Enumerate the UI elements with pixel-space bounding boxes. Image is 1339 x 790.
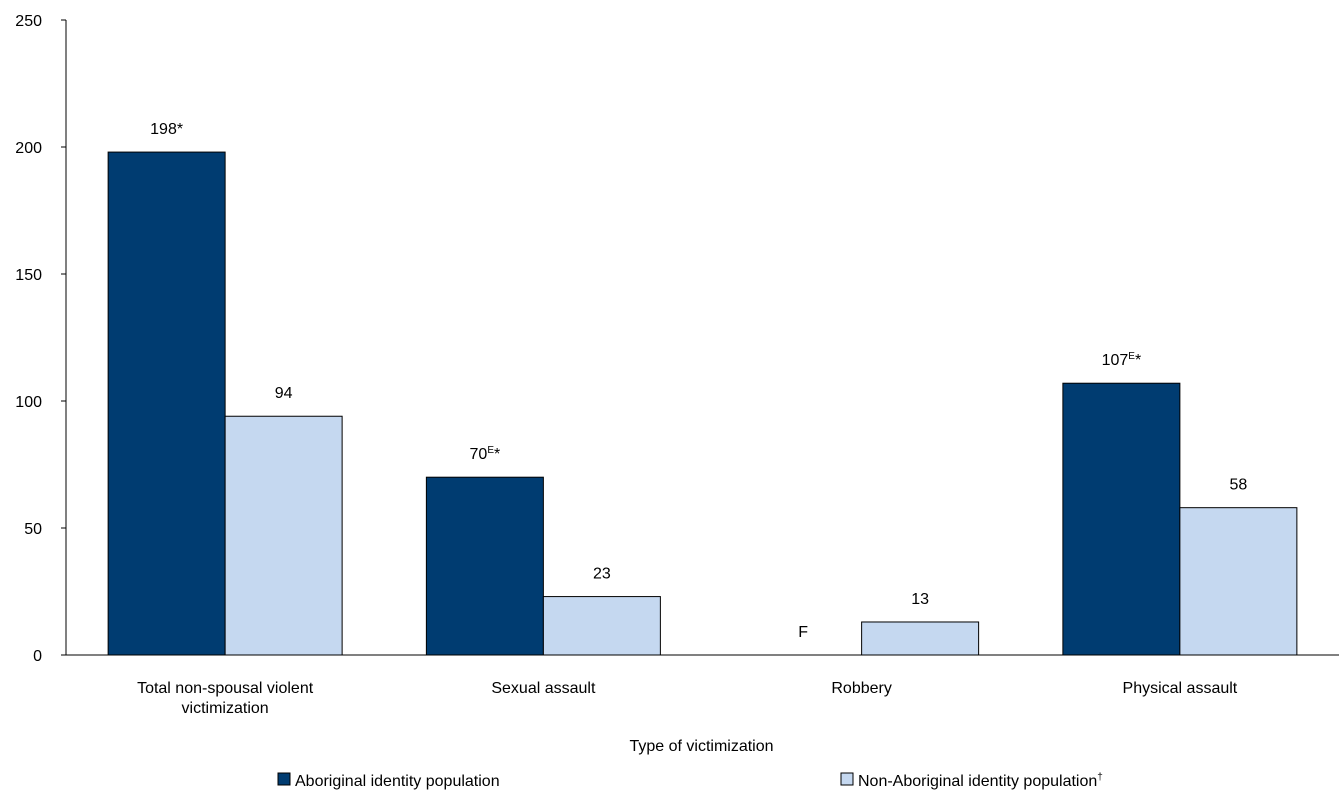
data-label: 107E* [1102, 351, 1142, 369]
x-axis: Total non-spousal violent victimization Se… [66, 654, 1339, 717]
bar-aboriginal [425, 476, 544, 656]
plot-area: 198* 94 70E* 23 F 13 107E* 58 [107, 121, 1298, 656]
x-tick-label: Robbery [831, 680, 891, 697]
data-label: F [798, 624, 808, 641]
legend-label: Aboriginal identity population [295, 773, 500, 790]
bar-non-aboriginal [1179, 507, 1298, 656]
x-tick-label: Total non-spousal violent victimization [137, 680, 314, 717]
y-tick-label: 250 [15, 13, 42, 30]
data-label: 23 [593, 566, 611, 583]
bar-aboriginal [107, 151, 226, 656]
bar-non-aboriginal [861, 621, 980, 656]
data-label: 58 [1229, 477, 1247, 494]
bar-non-aboriginal [224, 415, 343, 656]
data-label: 13 [911, 591, 929, 608]
x-tick-label: Physical assault [1123, 680, 1238, 697]
x-axis-title: Type of victimization [629, 738, 773, 755]
x-tick-label: Sexual assault [491, 680, 596, 697]
data-label: 70E* [470, 445, 501, 463]
legend-swatch [840, 772, 854, 786]
legend: Aboriginal identity population Non-Aborig… [277, 772, 1103, 790]
bar-non-aboriginal [542, 596, 661, 656]
legend-label: Non-Aboriginal identity population† [858, 772, 1103, 790]
y-tick-label: 150 [15, 267, 42, 284]
y-tick-label: 50 [24, 521, 42, 538]
data-label: 94 [275, 385, 293, 402]
y-tick-label: 0 [33, 648, 42, 665]
legend-swatch [277, 772, 291, 786]
bar-aboriginal [1062, 382, 1181, 656]
y-tick-label: 100 [15, 394, 42, 411]
data-label: 198* [150, 121, 183, 138]
y-tick-label: 200 [15, 140, 42, 157]
y-axis: 0 50 100 150 200 250 [15, 13, 67, 665]
